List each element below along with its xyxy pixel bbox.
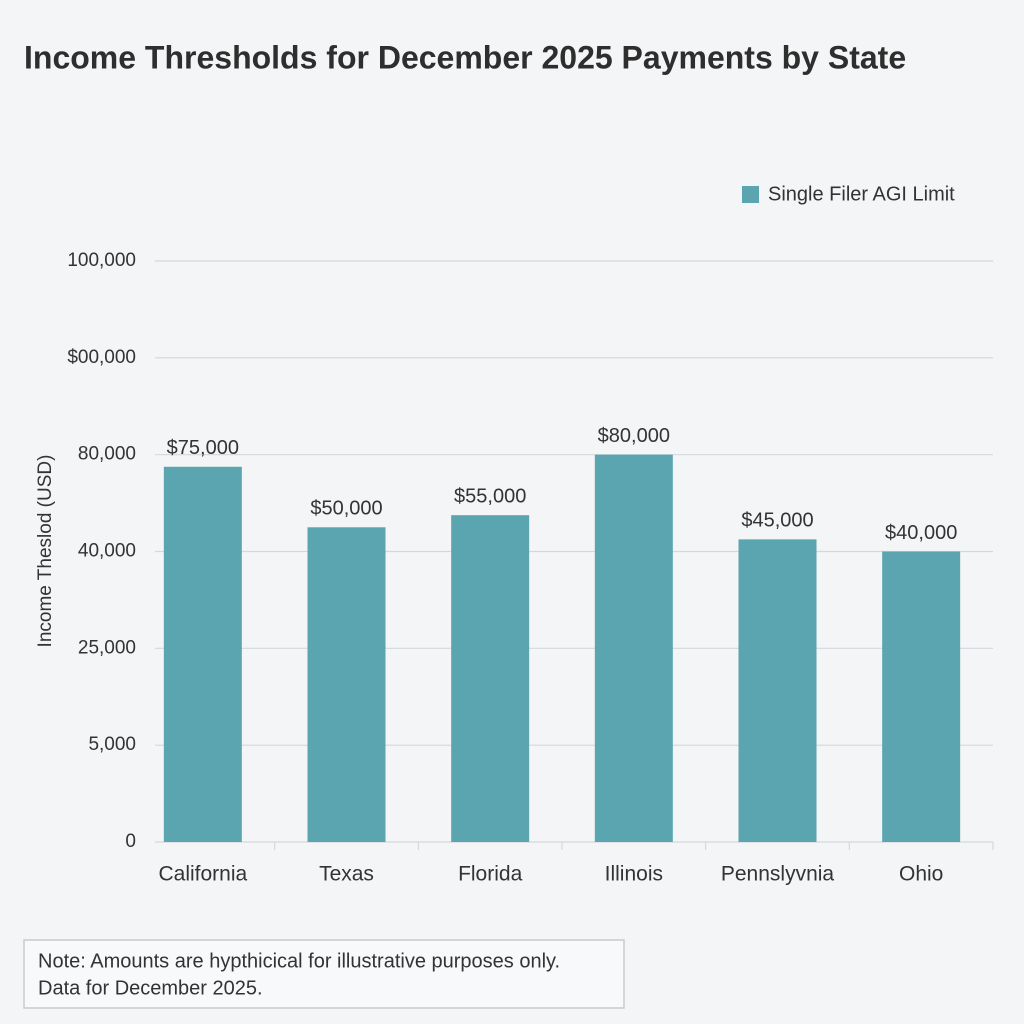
note-box: [23, 939, 625, 1009]
chart-title: Income Thresholds for December 2025 Paym…: [24, 39, 906, 75]
bar: [163, 466, 242, 842]
x-tick-label: Ohio: [899, 863, 943, 886]
y-tick-label: 80,000: [78, 444, 136, 465]
y-tick-label: $00,000: [67, 347, 136, 368]
data-label: $75,000: [167, 437, 239, 459]
x-tick-label: Illinois: [605, 863, 663, 886]
bar: [594, 454, 673, 842]
note-line: Data for December 2025.: [38, 977, 263, 999]
y-axis-label: Income Theslod (USD): [35, 455, 56, 648]
legend-label: Single Filer AGI Limit: [768, 183, 955, 205]
y-tick-label: 40,000: [78, 541, 136, 562]
bar: [451, 515, 530, 842]
data-label: $45,000: [741, 510, 813, 532]
x-tick-label: Texas: [319, 863, 374, 886]
data-label: $55,000: [454, 485, 526, 507]
bar: [882, 551, 961, 842]
data-label: $50,000: [310, 498, 382, 520]
bar: [307, 527, 386, 842]
y-tick-label: 25,000: [78, 637, 136, 658]
note-line: Note: Amounts are hypthicical for illust…: [38, 950, 560, 972]
x-tick-label: Florida: [458, 863, 523, 886]
y-tick-label: 100,000: [67, 250, 136, 271]
data-label: $80,000: [598, 425, 670, 447]
y-tick-label: 0: [125, 831, 136, 852]
data-label: $40,000: [885, 522, 957, 544]
legend-swatch: [742, 186, 759, 203]
y-tick-label: 5,000: [88, 734, 136, 755]
x-tick-label: Pennslyvnia: [721, 863, 835, 886]
bar: [738, 539, 817, 842]
x-tick-label: California: [158, 863, 247, 886]
